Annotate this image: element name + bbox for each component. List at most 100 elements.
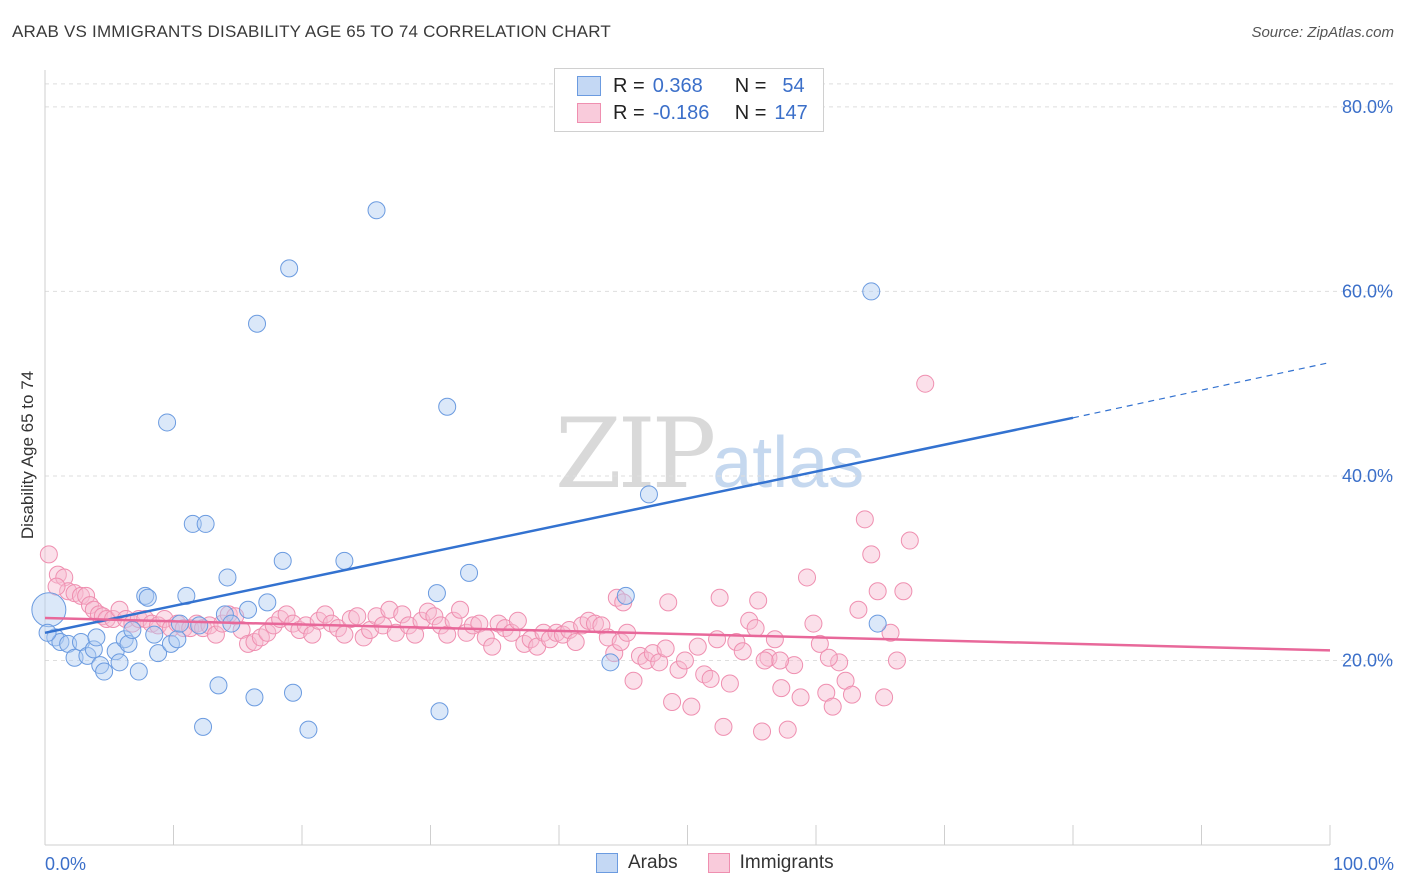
immigrant-point bbox=[842, 685, 861, 704]
n-value: 147 bbox=[774, 101, 808, 124]
immigrant-point bbox=[251, 628, 270, 647]
n-label: N = bbox=[734, 101, 767, 124]
immigrant-point bbox=[916, 374, 935, 393]
immigrant-point bbox=[682, 697, 701, 716]
immigrant-point bbox=[810, 634, 829, 653]
arab-point bbox=[639, 485, 658, 504]
immigrant-point bbox=[710, 588, 729, 607]
immigrant-point bbox=[823, 697, 842, 716]
arab-point bbox=[123, 621, 142, 640]
arabs-trend-line bbox=[44, 416, 1074, 635]
immigrant-point bbox=[755, 651, 774, 670]
arab-point bbox=[158, 413, 177, 432]
arab-point bbox=[136, 586, 155, 605]
arab-point bbox=[335, 551, 354, 570]
immigrant-point bbox=[708, 630, 727, 649]
immigrants-swatch bbox=[577, 103, 601, 123]
immigrant-point bbox=[489, 614, 508, 633]
immigrant-point bbox=[425, 607, 444, 626]
arab-point bbox=[196, 514, 215, 533]
arabs-swatch bbox=[577, 76, 601, 96]
x-tick-label: 0.0% bbox=[45, 854, 86, 874]
immigrant-point bbox=[765, 630, 784, 649]
immigrant-point bbox=[753, 722, 772, 741]
arab-point bbox=[149, 644, 168, 663]
legend-item-arabs: Arabs bbox=[596, 852, 678, 874]
arab-point bbox=[110, 653, 129, 672]
arab-point bbox=[239, 600, 258, 619]
correlation-legend: R = 0.368 N = 54 R = -0.186 N = 147 bbox=[554, 68, 824, 132]
immigrant-point bbox=[659, 593, 678, 612]
y-tick-label: 40.0% bbox=[1342, 466, 1393, 486]
immigrant-point bbox=[47, 577, 66, 596]
arab-point bbox=[51, 633, 70, 652]
arab-point bbox=[78, 646, 97, 665]
arab-point bbox=[84, 640, 103, 659]
immigrant-point bbox=[354, 628, 373, 647]
immigrant-point bbox=[785, 656, 804, 675]
immigrant-point bbox=[875, 688, 894, 707]
immigrant-point bbox=[887, 651, 906, 670]
immigrant-point bbox=[771, 651, 790, 670]
r-value: 0.368 bbox=[652, 74, 703, 97]
immigrant-point bbox=[663, 692, 682, 711]
immigrant-point bbox=[71, 586, 90, 605]
immigrant-point bbox=[791, 688, 810, 707]
immigrant-point bbox=[534, 623, 553, 642]
immigrant-point bbox=[264, 616, 283, 635]
legend-label-arabs: Arabs bbox=[628, 852, 678, 873]
immigrant-point bbox=[335, 625, 354, 644]
arab-point bbox=[129, 662, 148, 681]
legend-item-immigrants: Immigrants bbox=[707, 852, 834, 874]
arab-point bbox=[161, 634, 180, 653]
immigrant-point bbox=[740, 611, 759, 630]
immigrant-point bbox=[483, 637, 502, 656]
arab-point bbox=[273, 551, 292, 570]
arab-point bbox=[258, 593, 277, 612]
immigrants-swatch bbox=[707, 853, 730, 873]
arab-point bbox=[248, 314, 267, 333]
arab-point bbox=[601, 653, 620, 672]
immigrant-point bbox=[772, 679, 791, 698]
immigrant-point bbox=[348, 607, 367, 626]
legend-row-arabs: R = 0.368 N = 54 bbox=[577, 73, 805, 99]
x-tick-label: 100.0% bbox=[1333, 854, 1394, 874]
source-credit: Source: ZipAtlas.com bbox=[1251, 24, 1394, 41]
y-axis-label: Disability Age 65 to 74 bbox=[18, 370, 37, 540]
chart-title: ARAB VS IMMIGRANTS DISABILITY AGE 65 TO … bbox=[12, 22, 611, 41]
watermark-atlas: atlas bbox=[712, 423, 865, 503]
legend-row-immigrants: R = -0.186 N = 147 bbox=[577, 100, 808, 126]
arab-point bbox=[218, 568, 237, 587]
immigrant-point bbox=[322, 614, 341, 633]
immigrant-point bbox=[688, 637, 707, 656]
immigrant-point bbox=[855, 510, 874, 529]
immigrant-point bbox=[605, 644, 624, 663]
arab-point bbox=[280, 259, 299, 278]
immigrant-point bbox=[749, 591, 768, 610]
immigrant-point bbox=[778, 720, 797, 739]
arab-point bbox=[95, 662, 114, 681]
immigrant-point bbox=[451, 600, 470, 619]
immigrant-point bbox=[607, 588, 626, 607]
immigrant-point bbox=[701, 669, 720, 688]
arab-point bbox=[190, 616, 209, 635]
immigrant-point bbox=[77, 586, 96, 605]
immigrant-point bbox=[328, 619, 347, 638]
arab-point bbox=[430, 702, 449, 721]
watermark: ZIPatlas bbox=[555, 398, 864, 510]
arab-point bbox=[209, 676, 228, 695]
immigrant-point bbox=[830, 653, 849, 672]
arab-point bbox=[31, 592, 67, 628]
arabs-trend-extension bbox=[1072, 361, 1331, 419]
arab-point bbox=[138, 588, 157, 607]
immigrant-point bbox=[656, 639, 675, 658]
immigrant-point bbox=[566, 633, 585, 652]
y-tick-label: 80.0% bbox=[1342, 97, 1393, 117]
immigrant-point bbox=[393, 605, 412, 624]
immigrant-point bbox=[819, 648, 838, 667]
immigrant-point bbox=[727, 633, 746, 652]
arab-point bbox=[299, 720, 318, 739]
r-label: R = bbox=[613, 101, 645, 124]
immigrant-point bbox=[206, 625, 225, 644]
immigrant-point bbox=[746, 619, 765, 638]
